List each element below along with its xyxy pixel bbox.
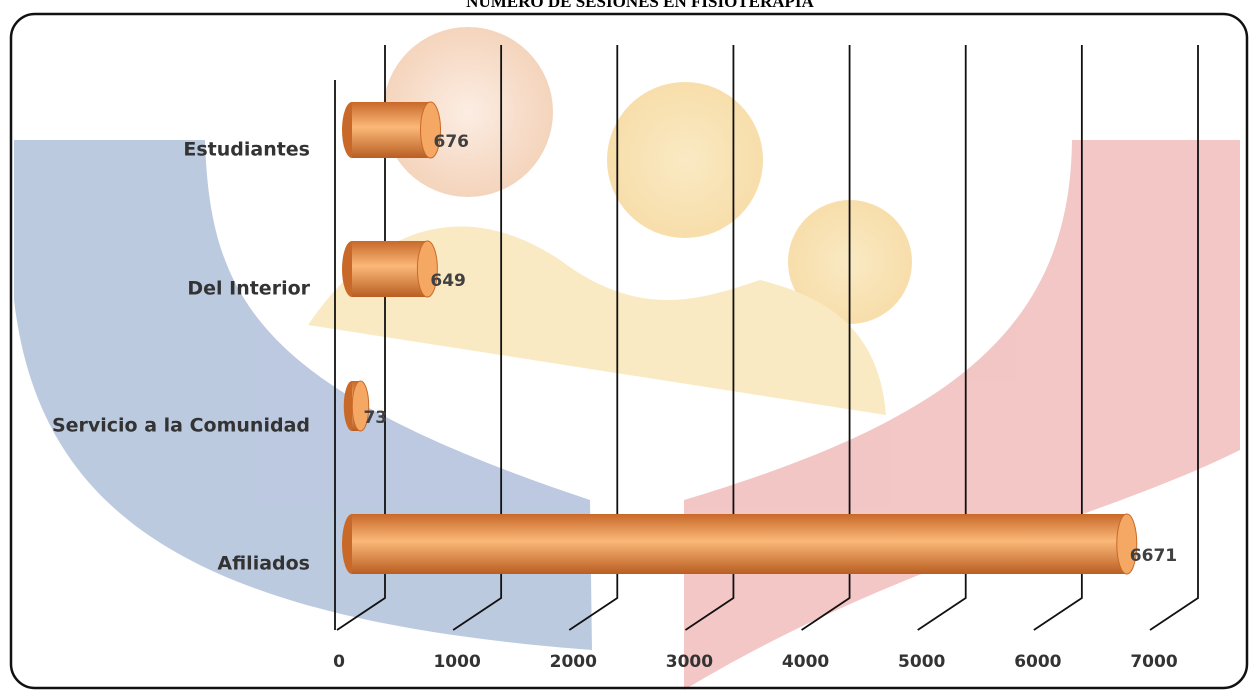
background-art — [14, 27, 1240, 690]
x-tick-label: 1000 — [433, 652, 480, 672]
grid-line — [1149, 45, 1199, 631]
category-label: Del Interior — [187, 278, 310, 300]
grid-line — [801, 45, 851, 631]
bar — [343, 380, 370, 432]
grid-line — [568, 45, 619, 631]
frame — [9, 12, 1249, 690]
x-tick-label: 5000 — [898, 652, 945, 672]
x-tick-label: 7000 — [1130, 652, 1177, 672]
grid-line — [336, 45, 386, 631]
value-label: 649 — [430, 271, 466, 291]
category-label: Servicio a la Comunidad — [52, 415, 310, 437]
value-label: 6671 — [1130, 546, 1177, 566]
value-label: 73 — [363, 408, 387, 428]
bar — [342, 513, 1138, 575]
bar — [342, 240, 438, 298]
grid-line — [917, 45, 967, 631]
x-tick-label: 2000 — [550, 652, 597, 672]
value-label: 676 — [434, 132, 470, 152]
x-tick-label: 6000 — [1014, 652, 1061, 672]
x-tick-label: 3000 — [666, 652, 713, 672]
chart-title: NÚMERO DE SESIONES EN FISIOTERAPIA — [466, 0, 814, 11]
x-tick-label: 4000 — [782, 652, 829, 672]
x-tick-label: 0 — [333, 652, 345, 672]
grid-line — [452, 45, 503, 631]
category-label: Afiliados — [217, 553, 310, 575]
grid-line — [1033, 45, 1083, 631]
category-label: Estudiantes — [183, 139, 310, 161]
bar — [342, 101, 442, 159]
grid-line — [684, 45, 735, 631]
